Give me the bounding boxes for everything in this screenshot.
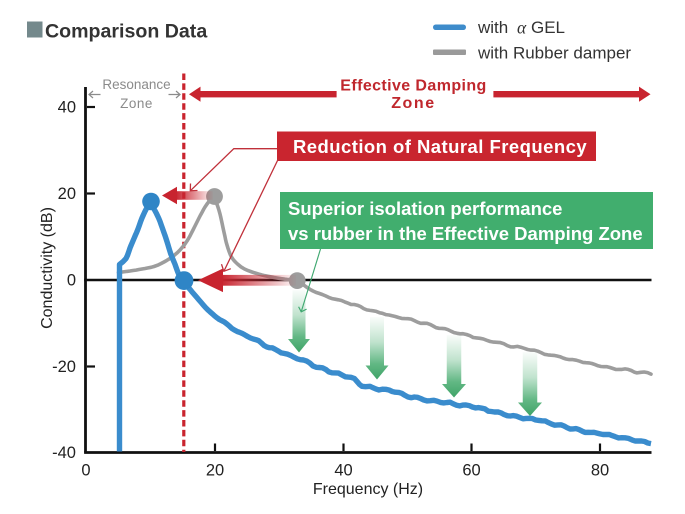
svg-text:-20: -20 [52, 358, 76, 376]
svg-text:Frequency (Hz): Frequency (Hz) [313, 481, 423, 498]
svg-text:20: 20 [206, 462, 224, 480]
svg-text:0: 0 [81, 462, 90, 480]
svg-text:80: 80 [591, 462, 609, 480]
svg-text:α: α [517, 18, 527, 38]
svg-text:20: 20 [58, 185, 76, 203]
svg-text:with Rubber damper: with Rubber damper [477, 44, 631, 63]
svg-text:0: 0 [67, 272, 76, 290]
svg-text:40: 40 [58, 99, 76, 117]
svg-text:Resonance: Resonance [102, 77, 170, 92]
svg-text:Comparison Data: Comparison Data [45, 21, 208, 43]
svg-text:GEL: GEL [531, 18, 565, 37]
svg-text:Effective Damping: Effective Damping [340, 78, 486, 95]
svg-text:Zone: Zone [391, 95, 436, 112]
svg-text:vs rubber in the Effective Dam: vs rubber in the Effective Damping Zone [288, 223, 643, 244]
svg-text:Superior isolation performance: Superior isolation performance [288, 198, 562, 219]
svg-text:40: 40 [334, 462, 352, 480]
svg-text:Zone: Zone [120, 96, 153, 111]
svg-text:Reduction of Natural Frequency: Reduction of Natural Frequency [293, 136, 587, 157]
svg-text:60: 60 [462, 462, 480, 480]
svg-text:with: with [477, 18, 508, 37]
svg-text:-40: -40 [52, 444, 76, 462]
svg-text:Conductivity (dB): Conductivity (dB) [39, 207, 56, 329]
